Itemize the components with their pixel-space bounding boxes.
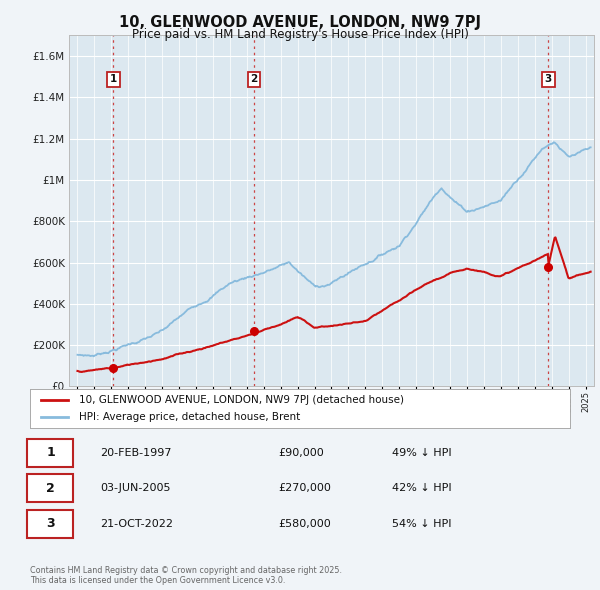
Text: 42% ↓ HPI: 42% ↓ HPI [392,483,451,493]
Text: 3: 3 [46,517,55,530]
Text: 3: 3 [545,74,552,84]
Text: 03-JUN-2005: 03-JUN-2005 [100,483,170,493]
Text: 2: 2 [250,74,257,84]
Text: 49% ↓ HPI: 49% ↓ HPI [392,448,451,458]
FancyBboxPatch shape [28,439,73,467]
Text: 20-FEB-1997: 20-FEB-1997 [100,448,172,458]
Text: Contains HM Land Registry data © Crown copyright and database right 2025.
This d: Contains HM Land Registry data © Crown c… [30,566,342,585]
Text: £90,000: £90,000 [278,448,324,458]
Text: 21-OCT-2022: 21-OCT-2022 [100,519,173,529]
Text: 1: 1 [110,74,117,84]
Text: 2: 2 [46,481,55,495]
Text: Price paid vs. HM Land Registry's House Price Index (HPI): Price paid vs. HM Land Registry's House … [131,28,469,41]
Text: £580,000: £580,000 [278,519,331,529]
FancyBboxPatch shape [28,510,73,537]
Text: 54% ↓ HPI: 54% ↓ HPI [392,519,451,529]
Text: 10, GLENWOOD AVENUE, LONDON, NW9 7PJ (detached house): 10, GLENWOOD AVENUE, LONDON, NW9 7PJ (de… [79,395,404,405]
Text: 10, GLENWOOD AVENUE, LONDON, NW9 7PJ: 10, GLENWOOD AVENUE, LONDON, NW9 7PJ [119,15,481,30]
Text: 1: 1 [46,446,55,460]
Text: £270,000: £270,000 [278,483,331,493]
FancyBboxPatch shape [28,474,73,502]
Text: HPI: Average price, detached house, Brent: HPI: Average price, detached house, Bren… [79,412,300,422]
